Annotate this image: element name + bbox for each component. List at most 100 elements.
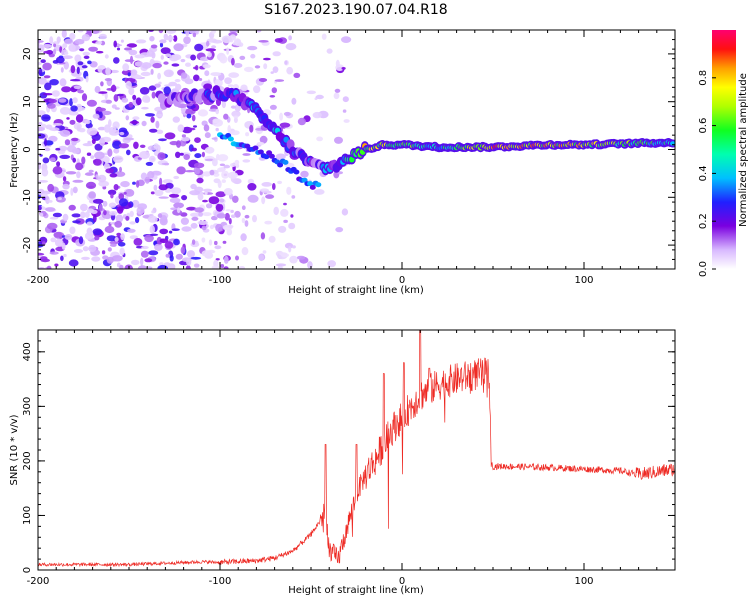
spectrogram-speckle <box>233 117 238 123</box>
spectrogram-ytick-label: 0 <box>22 146 33 152</box>
spectrogram-speckle <box>135 180 140 188</box>
spectrogram-speckle <box>273 206 280 216</box>
spectrogram-speckle <box>241 217 246 224</box>
spectrogram-speckle <box>129 55 134 65</box>
spectrogram-speckle <box>120 181 130 188</box>
spectrogram-speckle <box>180 58 186 63</box>
spectrogram-speckle <box>193 162 205 169</box>
spectrogram-speckle <box>53 48 57 55</box>
spectrogram-speckle <box>181 134 186 138</box>
spectrogram-speckle <box>55 147 61 151</box>
spectrogram-speckle <box>52 60 59 64</box>
spectrogram-speckle <box>293 72 301 78</box>
spectrogram-speckle <box>115 214 124 223</box>
spectrogram-speckle <box>263 63 268 70</box>
spectrogram-speckle <box>70 105 78 112</box>
spectrogram-speckle <box>107 247 112 252</box>
spectrogram-speckle <box>254 65 261 69</box>
spectrogram-speckle <box>64 234 73 240</box>
spectrogram-speckle <box>272 66 279 73</box>
spectrogram-speckle <box>103 163 110 170</box>
spectrogram-speckle <box>38 44 44 48</box>
spectrogram-speckle <box>212 119 223 127</box>
spectrogram-speckle <box>242 159 251 163</box>
spectrogram-speckle <box>291 245 296 249</box>
spectrogram-speckle <box>219 198 225 203</box>
spectrogram-speckle <box>41 168 49 177</box>
spectrogram-speckle <box>50 157 56 161</box>
spectrogram-speckle <box>82 51 91 56</box>
spectrogram-speckle <box>177 124 185 132</box>
spectrogram-speckle <box>94 151 105 160</box>
spectrogram-speckle <box>286 186 292 195</box>
spectrogram-speckle <box>268 235 276 243</box>
spectrogram-speckle <box>70 65 76 74</box>
spectrogram-speckle <box>102 255 109 260</box>
spectrogram-speckle <box>223 164 231 169</box>
spectrogram-speckle <box>38 121 43 126</box>
spectrogram-speckle <box>159 177 163 186</box>
spectrogram-speckle <box>54 263 59 267</box>
spectrogram-speckle <box>123 47 133 51</box>
spectrogram-speckle <box>173 35 178 42</box>
spectrogram-speckle <box>284 60 288 65</box>
spectrogram-speckle <box>234 159 240 165</box>
spectrogram-speckle <box>116 47 121 51</box>
spectrogram-speckle <box>141 120 147 127</box>
spectrogram-speckle <box>204 146 215 154</box>
spectrogram-speckle <box>85 181 97 189</box>
spectrogram-ridge-cell <box>287 141 294 148</box>
spectrogram-speckle <box>109 241 119 245</box>
spectrogram-speckle <box>116 93 124 97</box>
spectrogram-speckle <box>217 154 229 162</box>
spectrogram-speckle <box>247 194 259 203</box>
spectrogram-speckle <box>183 36 191 45</box>
spectrogram-speckle <box>48 200 53 203</box>
spectrogram-speckle <box>146 49 155 57</box>
spectrogram-speckle <box>207 52 212 58</box>
spectrogram-speckle <box>289 255 298 264</box>
spectrogram-speckle <box>81 156 86 165</box>
spectrogram-speckle <box>121 97 129 103</box>
spectrogram-speckle <box>76 171 81 179</box>
spectrogram-speckle <box>176 140 181 148</box>
spectrogram-speckle <box>148 155 156 163</box>
spectrogram-speckle <box>173 238 180 246</box>
spectrogram-speckle <box>261 182 273 187</box>
spectrogram-speckle <box>116 232 122 237</box>
snr-xlabel: Height of straight line (km) <box>288 585 424 596</box>
spectrogram-speckle <box>139 151 150 159</box>
spectrogram-speckle <box>238 42 244 47</box>
spectrogram-speckle <box>97 91 108 94</box>
spectrogram-speckle <box>151 210 155 214</box>
spectrogram-speckle <box>283 111 291 116</box>
spectrogram-speckle <box>74 38 85 45</box>
spectrogram-speckle <box>223 266 229 269</box>
spectrogram-speckle <box>224 77 233 85</box>
spectrogram-speckle <box>163 262 171 267</box>
spectrogram-speckle <box>84 211 90 218</box>
spectrogram-speckle <box>56 161 61 167</box>
spectrogram-speckle <box>162 179 173 184</box>
spectrogram-speckle <box>144 234 154 243</box>
snr-panel: -200 -100 0 100 0 100 200 300 400 Height of stra… <box>9 329 676 596</box>
spectrogram-speckle <box>75 114 84 123</box>
spectrogram-speckle <box>244 214 250 219</box>
spectrogram-branch-cell <box>293 169 300 175</box>
spectrogram-speckle <box>126 43 138 48</box>
spectrogram-speckle <box>113 40 117 48</box>
spectrogram-speckle <box>240 233 247 242</box>
spectrogram-speckle <box>204 70 210 77</box>
spectrogram-speckle <box>235 255 239 261</box>
spectrogram-branch-cell <box>268 153 275 159</box>
spectrogram-speckle <box>168 230 173 234</box>
spectrogram-speckle <box>194 43 204 52</box>
spectrogram-speckle <box>155 120 160 129</box>
spectrogram-speckle <box>194 137 201 144</box>
spectrogram-speckle <box>159 228 169 235</box>
spectrogram-speckle <box>106 256 114 264</box>
spectrogram-speckle <box>211 45 217 49</box>
spectrogram-speckle <box>87 60 92 65</box>
spectrogram-speckle <box>215 203 224 212</box>
spectrogram-speckle <box>38 62 42 65</box>
